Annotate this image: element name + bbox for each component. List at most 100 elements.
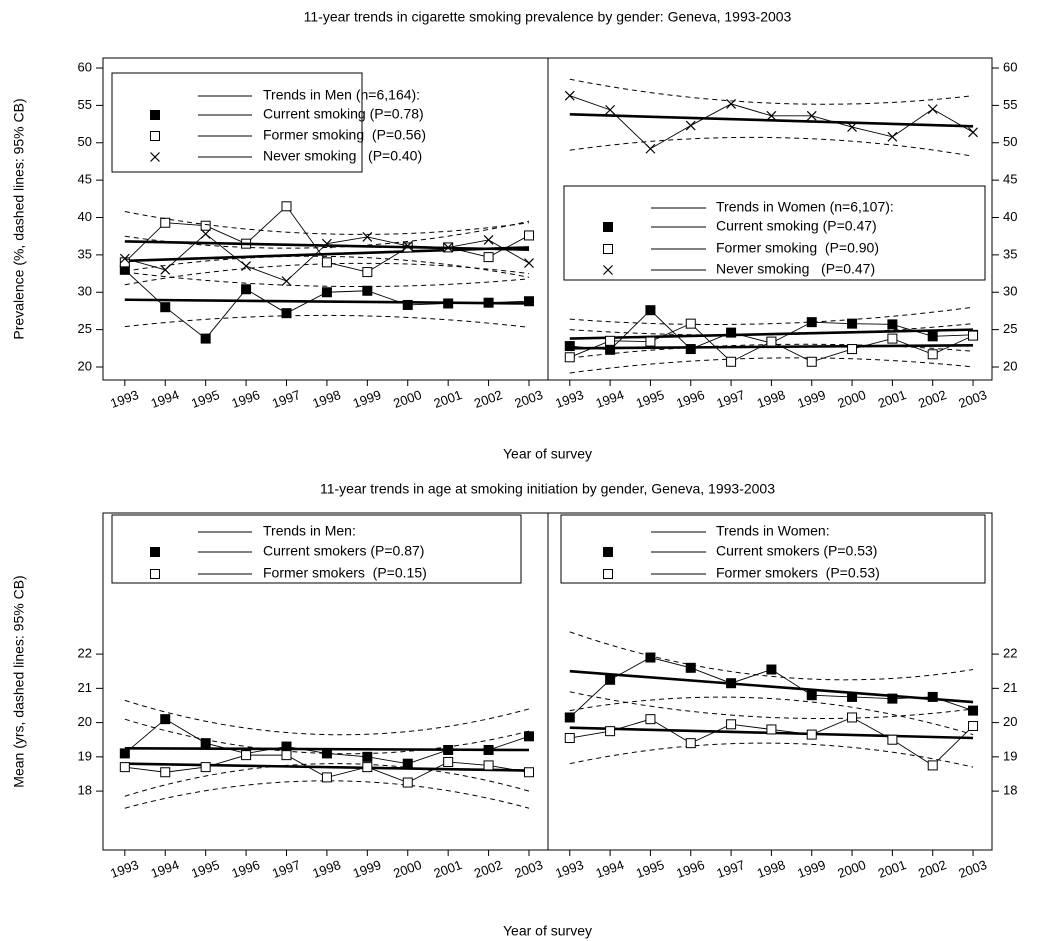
point	[927, 104, 938, 115]
y-tick-label: 30	[78, 284, 92, 299]
x-tick-label: 1996	[230, 387, 262, 411]
point	[847, 318, 858, 329]
point	[685, 120, 696, 131]
point	[847, 344, 858, 355]
point	[321, 772, 332, 783]
point	[200, 220, 211, 231]
point	[200, 738, 211, 749]
legend-label: Former smoking (P=0.56)	[263, 127, 426, 143]
point	[443, 756, 454, 767]
x-tick-label: 1996	[230, 857, 262, 881]
point	[402, 777, 413, 788]
confidence-band	[124, 314, 530, 328]
confidence-band	[569, 78, 974, 105]
confidence-band	[569, 691, 974, 720]
point	[766, 724, 777, 735]
point	[483, 252, 494, 263]
point	[119, 253, 130, 264]
legend-title: Trends in Women:	[716, 523, 830, 539]
point	[927, 760, 938, 771]
point	[766, 336, 777, 347]
point	[200, 762, 211, 773]
y-tick-label: 50	[1003, 134, 1017, 149]
x-tick-label: 1993	[108, 857, 140, 881]
legend-title: Trends in Women (n=6,107):	[716, 199, 894, 215]
legend-label: Never smoking (P=0.40)	[263, 148, 422, 164]
x-tick-label: 1998	[755, 857, 787, 881]
x-tick-label: 2001	[876, 387, 908, 411]
y-tick-label: 22	[78, 646, 92, 661]
point	[443, 242, 454, 253]
legend-label: Current smokers (P=0.53)	[716, 543, 877, 559]
point	[927, 691, 938, 702]
point	[483, 297, 494, 308]
legend-marker	[150, 547, 160, 557]
x-tick-label: 1994	[149, 857, 181, 881]
point	[887, 319, 898, 330]
point	[887, 333, 898, 344]
confidence-band	[124, 763, 530, 797]
trend-line	[569, 113, 974, 128]
legend-marker	[603, 569, 613, 579]
point	[645, 336, 656, 347]
x-tick-label: 1999	[795, 857, 827, 881]
point	[281, 201, 292, 212]
confidence-band	[569, 631, 974, 681]
point	[524, 230, 535, 241]
point	[645, 714, 656, 725]
legend-label: Current smokers (P=0.87)	[263, 543, 424, 559]
legend-marker	[150, 569, 160, 579]
point	[443, 298, 454, 309]
x-tick-label: 2002	[916, 387, 948, 411]
point	[119, 748, 130, 759]
point	[321, 257, 332, 268]
plot-frame	[547, 57, 993, 381]
point	[887, 734, 898, 745]
point	[281, 276, 292, 286]
point	[160, 302, 171, 313]
y-tick-label: 21	[78, 680, 92, 695]
legend-label: Current smoking (P=0.47)	[716, 218, 877, 234]
point	[200, 333, 211, 344]
point	[564, 712, 575, 723]
x-tick-label: 1997	[270, 857, 302, 881]
point	[241, 284, 252, 295]
x-tick-label: 2003	[512, 387, 544, 411]
point	[524, 258, 534, 269]
y-tick-label: 40	[1003, 209, 1017, 224]
legend-title: Trends in Men:	[263, 523, 356, 539]
point	[321, 238, 332, 249]
x-tick-label: 1996	[674, 387, 706, 411]
x-tick-label: 2002	[916, 857, 948, 881]
point	[605, 726, 616, 737]
legend-marker	[603, 547, 613, 557]
point	[645, 305, 656, 316]
point	[281, 741, 292, 752]
legend-marker	[603, 222, 613, 232]
x-tick-label: 2003	[512, 857, 544, 881]
x-tick-label: 1994	[594, 387, 626, 411]
point	[241, 261, 252, 272]
point	[766, 110, 777, 121]
point	[524, 731, 535, 742]
x-tick-label: 1998	[310, 857, 342, 881]
y-tick-label: 19	[78, 748, 92, 763]
x-tick-label: 2000	[836, 387, 868, 411]
x-tick-label: 1993	[108, 387, 140, 411]
point	[605, 674, 616, 685]
y-tick-label: 18	[78, 783, 92, 798]
point	[362, 751, 373, 762]
y-tick-label: 25	[78, 321, 92, 336]
y-tick-label: 60	[78, 59, 92, 74]
point	[847, 122, 857, 132]
x-tick-label: 2002	[472, 857, 504, 881]
point	[726, 678, 737, 689]
point	[564, 733, 575, 744]
point	[483, 744, 494, 755]
trend-line	[124, 246, 530, 263]
x-axis-label: Year of survey	[503, 446, 592, 462]
point	[685, 738, 696, 749]
point	[726, 327, 737, 338]
x-tick-label: 1995	[634, 387, 666, 411]
